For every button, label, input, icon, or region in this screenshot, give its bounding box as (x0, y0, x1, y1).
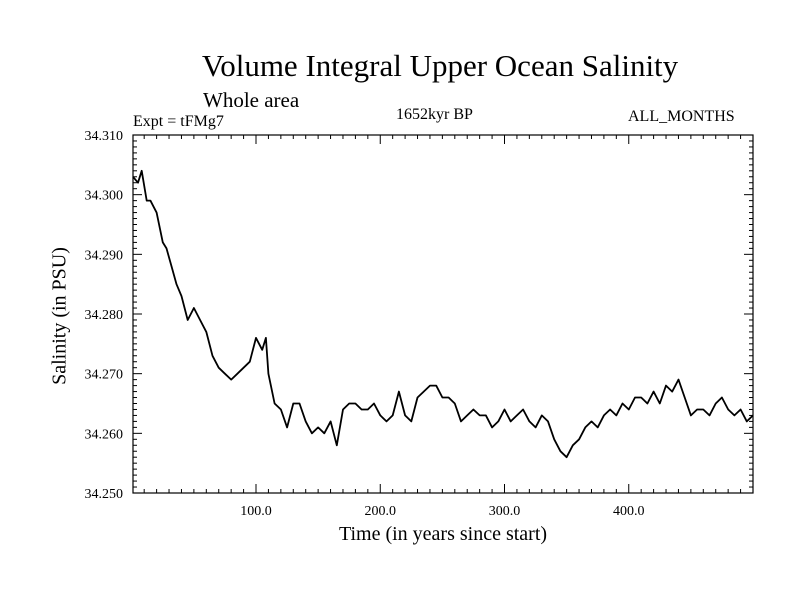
y-tick-label: 34.270 (85, 368, 124, 383)
axis-ticks (133, 134, 753, 494)
y-tick-label: 34.260 (85, 427, 124, 442)
x-axis-label: Time (in years since start) (338, 523, 548, 545)
y-tick-label: 34.280 (85, 308, 124, 323)
chart-subtitle: Whole area (203, 88, 300, 112)
months-label: ALL_MONTHS (628, 108, 735, 125)
period-label: 1652kyr BP (396, 106, 473, 123)
x-tick-label: 300.0 (489, 504, 521, 519)
y-tick-label: 34.250 (85, 487, 124, 502)
experiment-label: Expt = tFMg7 (133, 113, 224, 130)
x-tick-label: 100.0 (240, 504, 272, 519)
salinity-series-line (132, 169, 754, 459)
plot-frame (132, 134, 754, 494)
y-tick-label: 34.290 (85, 248, 124, 263)
tick-labels: 100.0 200.0 300.0 400.0 34.250 34.260 34.270 34… (85, 129, 645, 519)
x-tick-label: 200.0 (365, 504, 397, 519)
chart-title: Volume Integral Upper Ocean Salinity (201, 48, 679, 83)
x-tick-label: 400.0 (613, 504, 645, 519)
y-tick-label: 34.310 (85, 129, 124, 144)
y-tick-label: 34.300 (85, 189, 124, 204)
